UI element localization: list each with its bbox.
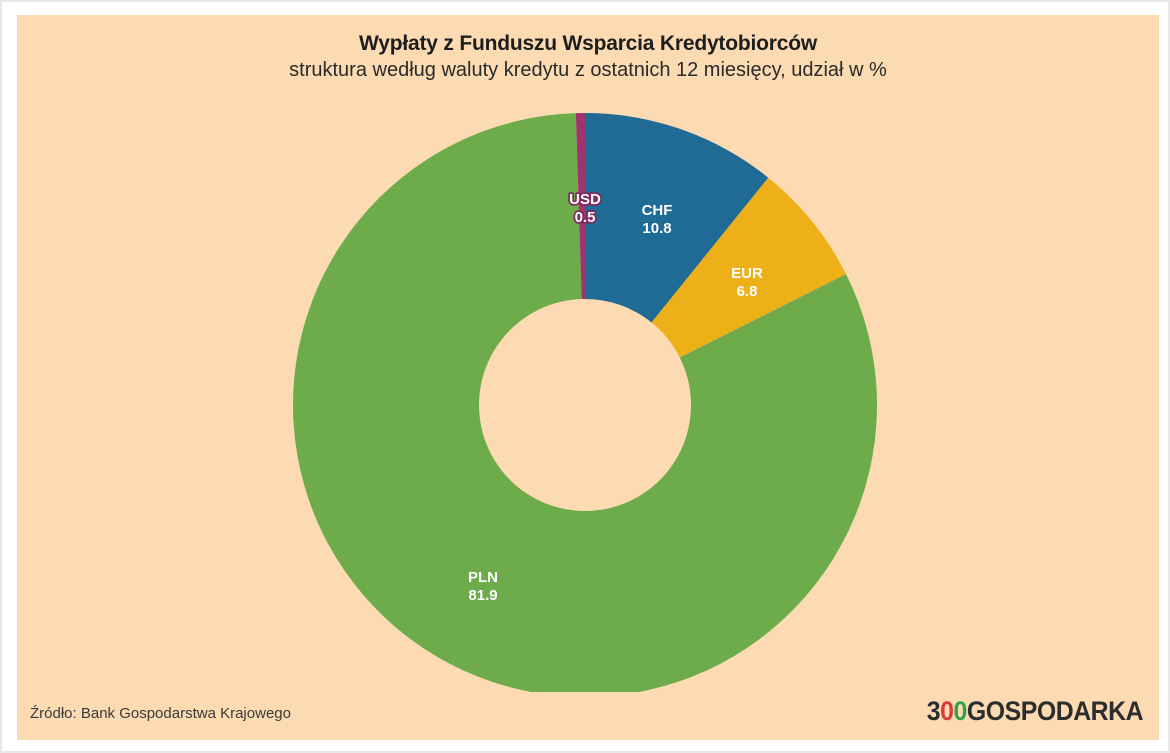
- chart-header: Wypłaty z Funduszu Wsparcia Kredytobiorc…: [17, 15, 1159, 83]
- logo-zero-green: 0: [953, 696, 967, 726]
- donut-chart: CHF 10.8 EUR 6.8 PLN 81.9 USD 0.5: [293, 113, 877, 692]
- chart-card: Wypłaty z Funduszu Wsparcia Kredytobiorc…: [17, 15, 1159, 740]
- slice-label-eur: EUR 6.8: [731, 265, 763, 300]
- chart-title: Wypłaty z Funduszu Wsparcia Kredytobiorc…: [359, 32, 817, 55]
- pie-slice-eur: [651, 177, 847, 358]
- slice-label-pln: PLN 81.9: [468, 569, 498, 604]
- logo-zero-red: 0: [940, 696, 954, 726]
- slice-label-chf: CHF 10.8: [642, 202, 673, 237]
- logo-digit-3: 3: [926, 696, 941, 726]
- source-note: Źródło: Bank Gospodarstwa Krajowego: [30, 705, 291, 722]
- brand-logo: 300GOSPODARKA: [926, 696, 1144, 727]
- logo-word: GOSPODARKA: [966, 696, 1144, 726]
- pie-slice-usd: [575, 113, 585, 300]
- pie-slice-pln: [293, 113, 877, 692]
- slice-label-usd: USD 0.5: [569, 191, 601, 226]
- pie-slice-chf: [585, 113, 769, 323]
- chart-subtitle: struktura według waluty kredytu z ostatn…: [289, 59, 887, 82]
